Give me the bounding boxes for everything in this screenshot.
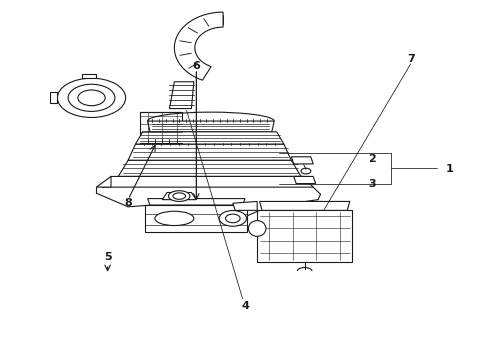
Ellipse shape <box>219 211 246 226</box>
Polygon shape <box>170 82 194 109</box>
Text: 7: 7 <box>407 54 415 64</box>
Polygon shape <box>260 202 350 210</box>
Polygon shape <box>128 144 291 160</box>
Polygon shape <box>162 193 196 200</box>
Polygon shape <box>97 176 111 187</box>
Text: 3: 3 <box>368 179 375 189</box>
Ellipse shape <box>169 191 190 202</box>
Polygon shape <box>82 73 97 78</box>
Polygon shape <box>291 157 313 164</box>
Polygon shape <box>140 112 182 139</box>
Polygon shape <box>257 210 352 262</box>
Polygon shape <box>294 176 316 184</box>
Polygon shape <box>50 93 57 103</box>
Polygon shape <box>101 176 313 187</box>
Ellipse shape <box>225 214 240 223</box>
Polygon shape <box>147 121 274 132</box>
Polygon shape <box>147 199 245 205</box>
Ellipse shape <box>57 78 125 117</box>
Ellipse shape <box>248 221 266 237</box>
Ellipse shape <box>68 84 115 111</box>
Text: 1: 1 <box>446 164 454 174</box>
Polygon shape <box>145 205 247 232</box>
Text: 2: 2 <box>368 154 375 163</box>
Text: 5: 5 <box>104 252 111 262</box>
Ellipse shape <box>173 193 186 199</box>
Ellipse shape <box>155 211 194 226</box>
Polygon shape <box>233 202 257 210</box>
Text: 4: 4 <box>241 301 249 311</box>
Ellipse shape <box>78 90 105 106</box>
Polygon shape <box>118 160 301 176</box>
Polygon shape <box>135 132 284 144</box>
Text: 8: 8 <box>124 198 132 208</box>
Text: 6: 6 <box>193 61 200 71</box>
Polygon shape <box>174 12 223 80</box>
